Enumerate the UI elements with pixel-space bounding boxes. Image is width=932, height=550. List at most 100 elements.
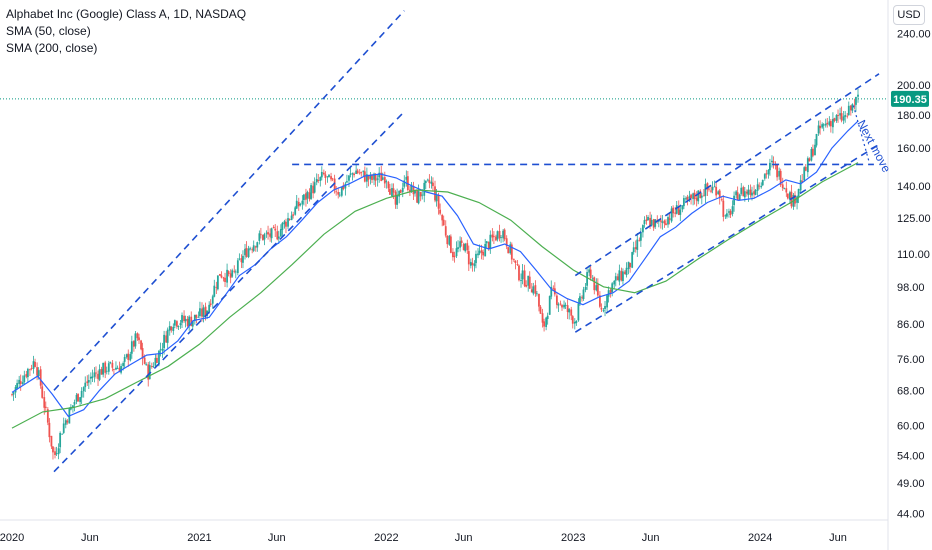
candle-body — [170, 326, 173, 331]
candle-body — [322, 172, 325, 175]
candle-body — [496, 231, 499, 240]
candle-body — [812, 148, 814, 156]
candle-body — [477, 253, 479, 256]
y-tick-label: 49.00 — [897, 478, 925, 490]
y-tick-label: 76.00 — [897, 354, 925, 366]
candle-body — [464, 243, 467, 252]
candle-body — [423, 182, 426, 196]
candle-body — [421, 194, 424, 196]
candle-body — [319, 177, 322, 181]
candle-body — [396, 195, 399, 205]
candle-body — [46, 409, 49, 423]
candle-body — [514, 260, 517, 264]
candle-body — [208, 304, 211, 312]
candle-body — [118, 367, 121, 373]
candle-body — [536, 293, 538, 295]
x-tick-label: Jun — [268, 532, 286, 544]
candle-body — [645, 219, 648, 222]
candle-body — [193, 314, 196, 322]
candle-body — [134, 333, 137, 347]
candle-body — [806, 158, 809, 173]
candle-body — [186, 318, 189, 327]
legend-symbol[interactable]: Alphabet Inc (Google) Class A, 1D, NASDA… — [6, 7, 247, 21]
candle-body — [751, 192, 753, 196]
candle-body — [814, 144, 816, 156]
currency-button[interactable]: USD — [893, 5, 925, 25]
candle-body — [654, 219, 657, 227]
candle-body — [735, 191, 738, 196]
candle-body — [520, 280, 522, 281]
candle-body — [389, 188, 391, 195]
candle-body — [405, 176, 408, 180]
candle-body — [738, 194, 741, 201]
candle-body — [453, 255, 456, 258]
candle-body — [36, 367, 38, 376]
candle-body — [579, 296, 581, 304]
candle-body — [362, 170, 365, 172]
candle-body — [159, 349, 162, 351]
candle-body — [138, 337, 140, 341]
candle-body — [417, 191, 420, 204]
candle-body — [518, 265, 520, 281]
candle-body — [471, 262, 474, 266]
candle-body — [452, 251, 454, 258]
candle-body — [91, 376, 94, 379]
candle-body — [446, 235, 449, 245]
candle-body — [197, 316, 200, 318]
candle-body — [824, 123, 827, 126]
candle-body — [510, 244, 513, 260]
candle-body — [740, 187, 743, 194]
candle-body — [111, 362, 114, 368]
candle-body — [285, 221, 287, 227]
candle-body — [478, 250, 481, 254]
candle-body — [692, 193, 695, 199]
candle-body — [457, 247, 459, 249]
legend-sma50[interactable]: SMA (50, close) — [6, 24, 91, 38]
candle-body — [209, 303, 212, 305]
candle-body — [521, 270, 524, 280]
candle-body — [281, 222, 284, 230]
candle-body — [704, 183, 707, 196]
candle-body — [245, 248, 248, 257]
candle-body — [394, 191, 397, 205]
candle-body — [204, 306, 207, 317]
candle-body — [538, 293, 540, 307]
candle-body — [93, 372, 96, 377]
candle-body — [244, 248, 246, 256]
candle-body — [581, 297, 583, 299]
candle-body — [414, 190, 416, 194]
candle-body — [109, 362, 112, 364]
candle-body — [638, 240, 641, 242]
legend-sma200[interactable]: SMA (200, close) — [6, 41, 98, 55]
candle-body — [439, 209, 442, 214]
candle-body — [130, 341, 133, 354]
candle-body — [749, 189, 752, 195]
candle-body — [86, 381, 89, 384]
candle-body — [179, 323, 182, 326]
candle-body — [715, 186, 718, 196]
y-tick-label: 180.00 — [897, 110, 931, 122]
candle-body — [584, 286, 587, 290]
candle-body — [810, 149, 813, 161]
candle-body — [844, 115, 847, 117]
candle-body — [173, 320, 176, 326]
candle-body — [706, 183, 709, 190]
candle-body — [484, 243, 487, 257]
candle-body — [435, 195, 438, 202]
candle-body — [726, 213, 728, 217]
candle-body — [254, 246, 257, 248]
candle-body — [545, 317, 548, 328]
candle-body — [829, 121, 832, 127]
candle-body — [279, 228, 282, 237]
candle-body — [166, 329, 169, 343]
candle-body — [625, 267, 628, 276]
x-tick-label: Jun — [642, 532, 660, 544]
candle-body — [442, 219, 445, 226]
candle-body — [66, 420, 69, 423]
candle-body — [523, 270, 526, 286]
candle-body — [618, 270, 621, 282]
candle-body — [756, 184, 759, 191]
candle-body — [270, 228, 273, 239]
